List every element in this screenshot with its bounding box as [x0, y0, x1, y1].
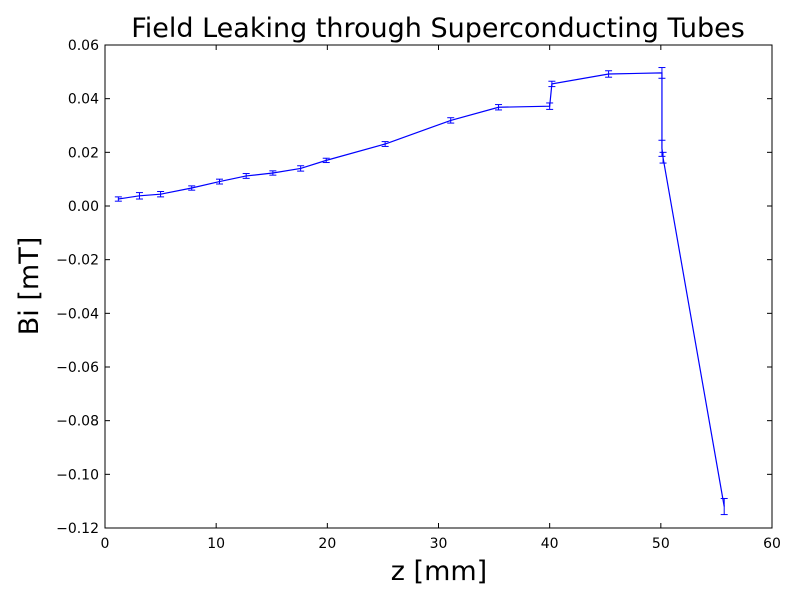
x-tick-label: 40: [541, 536, 559, 552]
error-bar: [658, 67, 666, 79]
error-bar: [495, 104, 503, 111]
y-tick-label: 0.02: [68, 145, 99, 161]
error-bar: [297, 165, 305, 172]
error-bar: [157, 191, 165, 198]
x-tick-label: 30: [430, 536, 448, 552]
y-tick-label: −0.10: [56, 467, 99, 483]
y-tick-label: 0.04: [68, 92, 99, 108]
x-tick-label: 20: [318, 536, 336, 552]
error-bar: [114, 196, 122, 202]
x-tick-label: 60: [763, 536, 781, 552]
y-axis-title: Bi [mT]: [14, 237, 45, 335]
y-tick-label: −0.04: [56, 306, 99, 322]
y-tick-label: −0.12: [56, 521, 99, 537]
error-bar: [269, 170, 277, 176]
error-bar: [322, 157, 330, 164]
x-tick-label: 0: [101, 536, 110, 552]
x-axis-title: z [mm]: [391, 556, 487, 587]
plot-area: [114, 67, 728, 516]
plot-frame: [104, 44, 773, 529]
error-bar: [659, 151, 667, 164]
error-bar: [447, 117, 455, 124]
series-line: [118, 72, 725, 507]
y-tick-label: −0.08: [56, 414, 99, 430]
error-bar: [381, 141, 389, 147]
error-bar: [242, 173, 250, 179]
chart-title: Field Leaking through Superconducting Tu…: [131, 13, 745, 44]
y-tick-label: 0.00: [68, 199, 99, 215]
y-tick-label: −0.02: [56, 253, 99, 269]
error-bar: [605, 70, 613, 78]
error-bar: [720, 497, 728, 516]
axes: 0 10 20 30 40 50 60 0.06 0.04 0.02 0.00 −0.02 −0.04 −…: [56, 38, 781, 552]
x-tick-label: 50: [652, 536, 670, 552]
x-tick-label: 10: [207, 536, 225, 552]
y-tick-label: 0.06: [68, 38, 99, 54]
y-tick-label: −0.06: [56, 360, 99, 376]
error-bar: [548, 80, 556, 88]
error-bar: [546, 102, 554, 110]
error-bar: [216, 178, 224, 185]
error-bar: [188, 185, 196, 191]
error-bar: [135, 192, 143, 200]
error-bar: [658, 139, 666, 157]
